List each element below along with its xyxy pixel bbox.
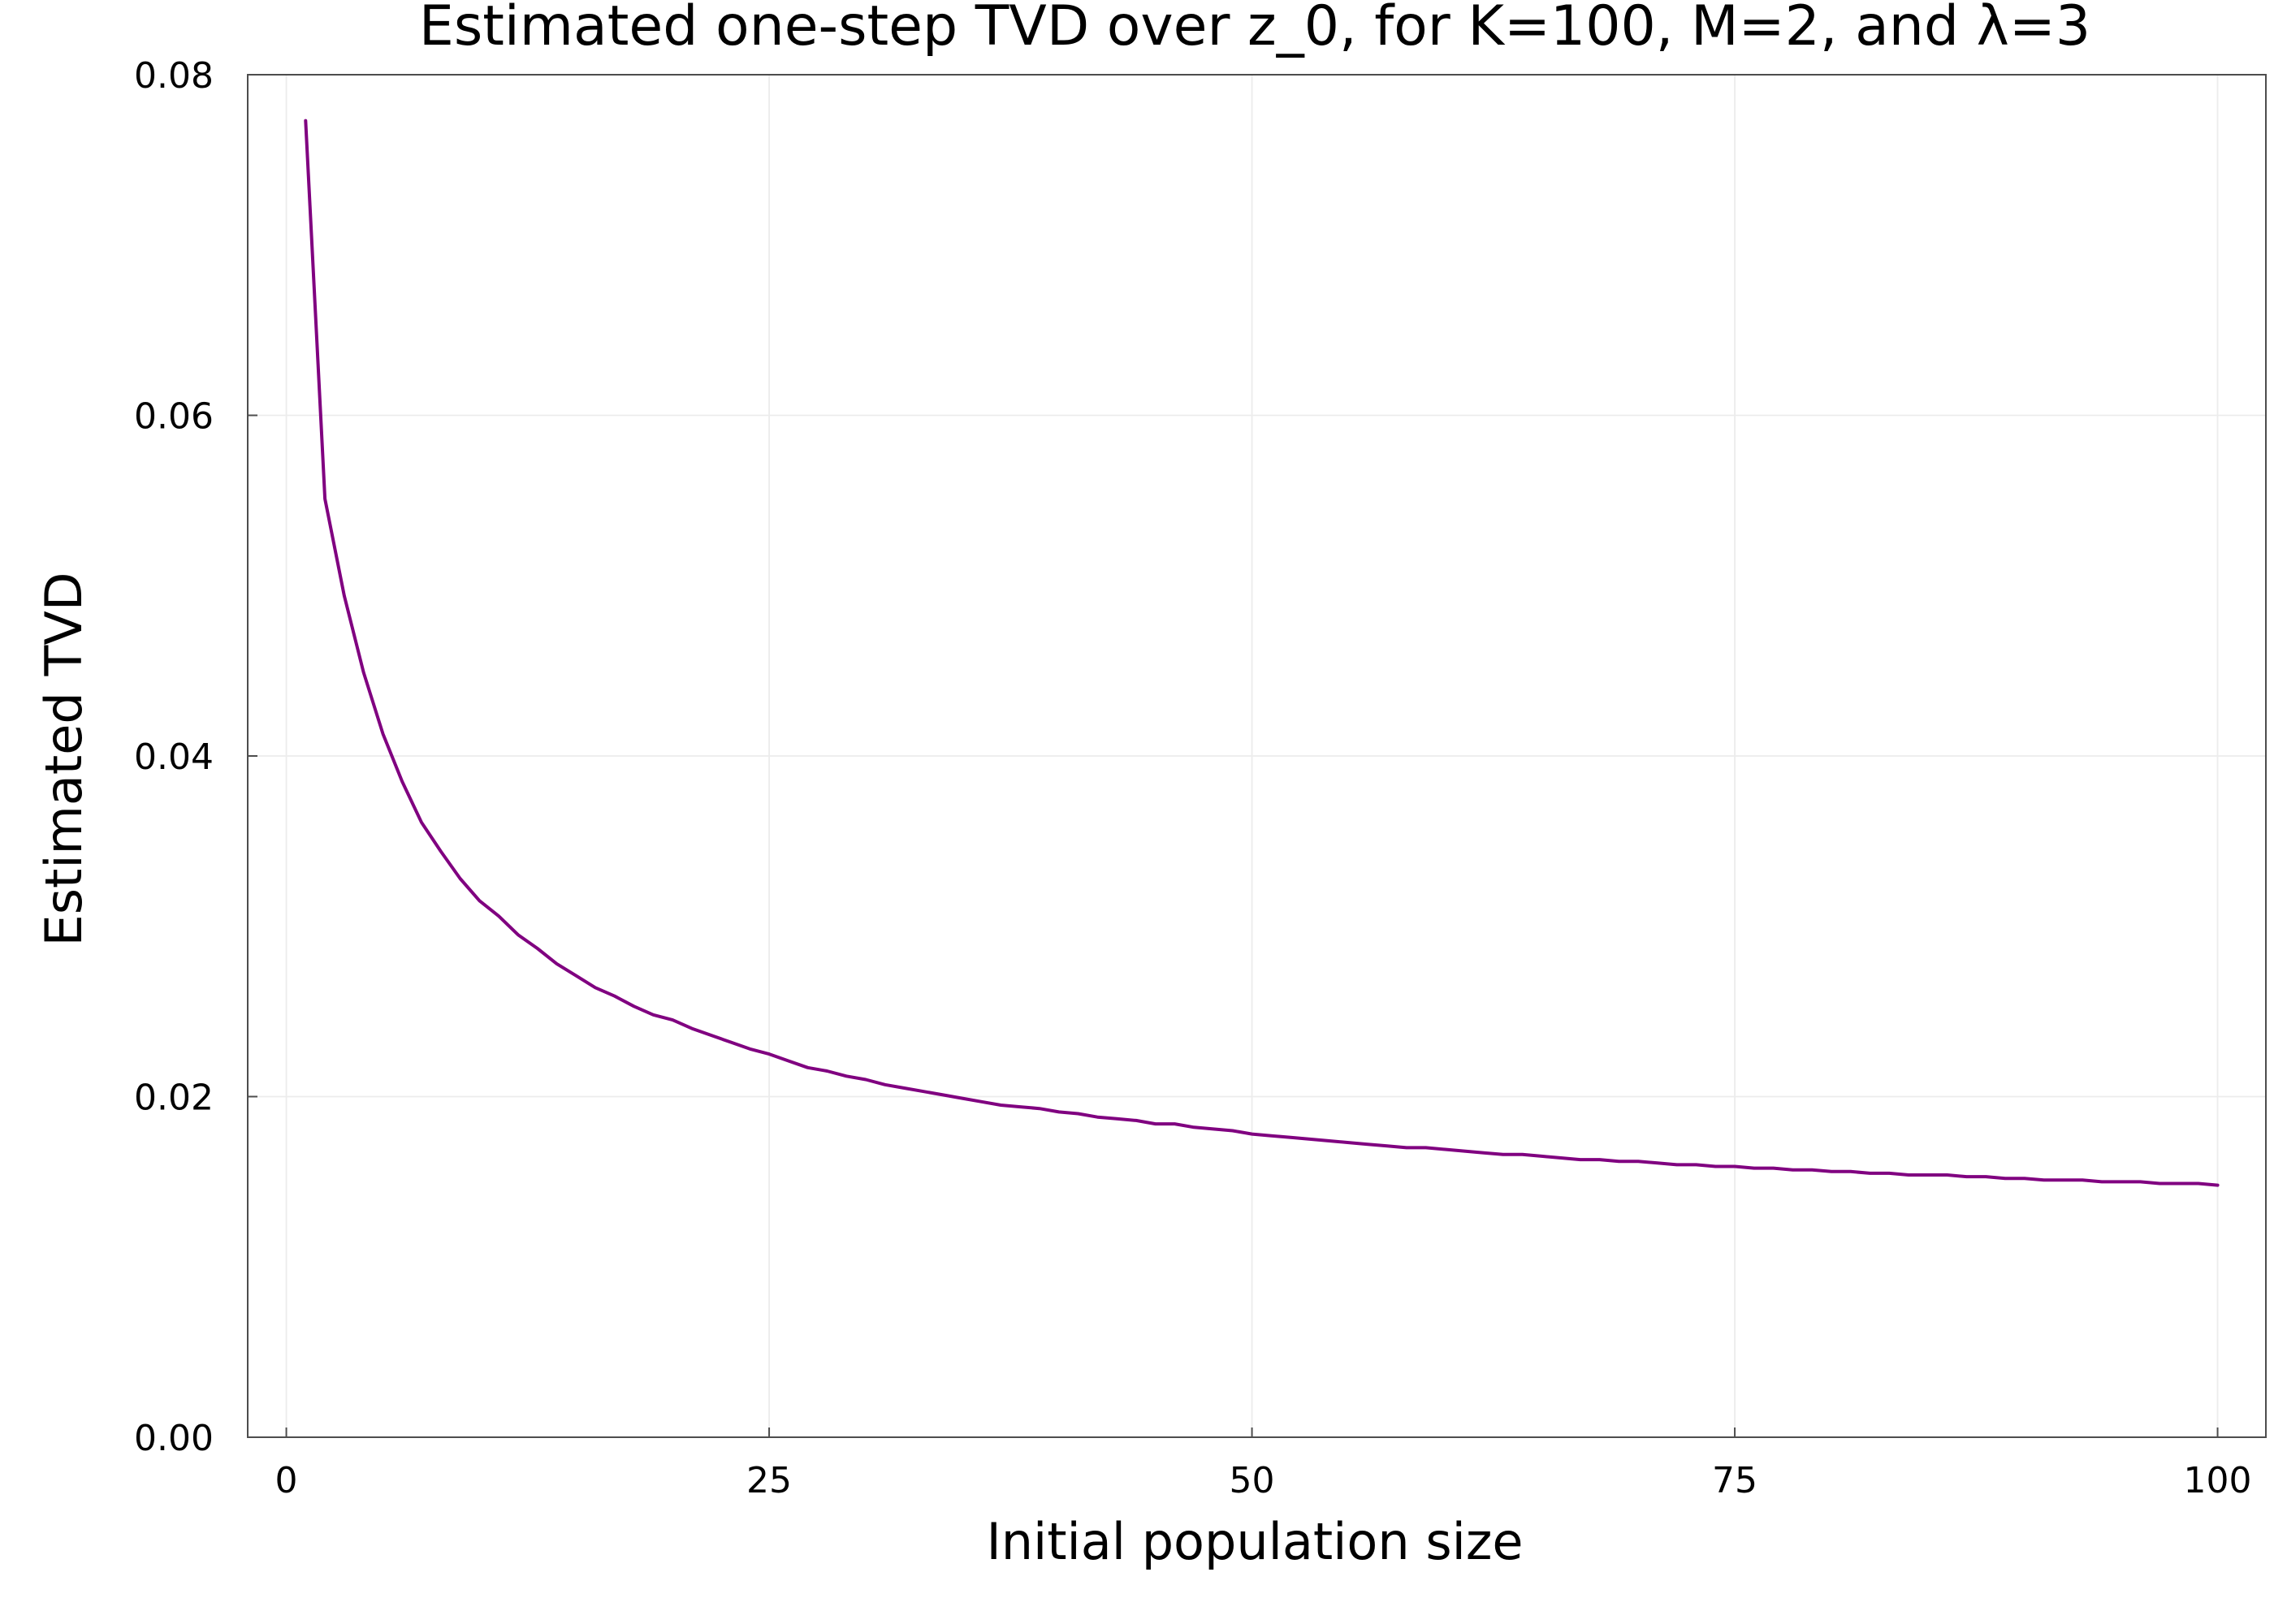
x-tick-label: 75 xyxy=(1712,1460,1757,1501)
x-tick-label: 0 xyxy=(275,1460,298,1501)
y-tick-label: 0.02 xyxy=(134,1078,214,1119)
x-tick-label: 25 xyxy=(746,1460,792,1501)
x-axis-label: Initial population size xyxy=(986,1512,1523,1571)
x-tick-label: 100 xyxy=(2184,1460,2252,1501)
y-axis-label: Estimated TVD xyxy=(34,572,93,947)
y-tick-label: 0.08 xyxy=(134,55,214,97)
y-tick-label: 0.00 xyxy=(134,1418,214,1459)
y-tick-label: 0.06 xyxy=(134,396,214,438)
x-tick-label: 50 xyxy=(1230,1460,1275,1501)
y-tick-label: 0.04 xyxy=(134,736,214,778)
chart-title: Estimated one-step TVD over z_0, for K=1… xyxy=(419,0,2090,58)
